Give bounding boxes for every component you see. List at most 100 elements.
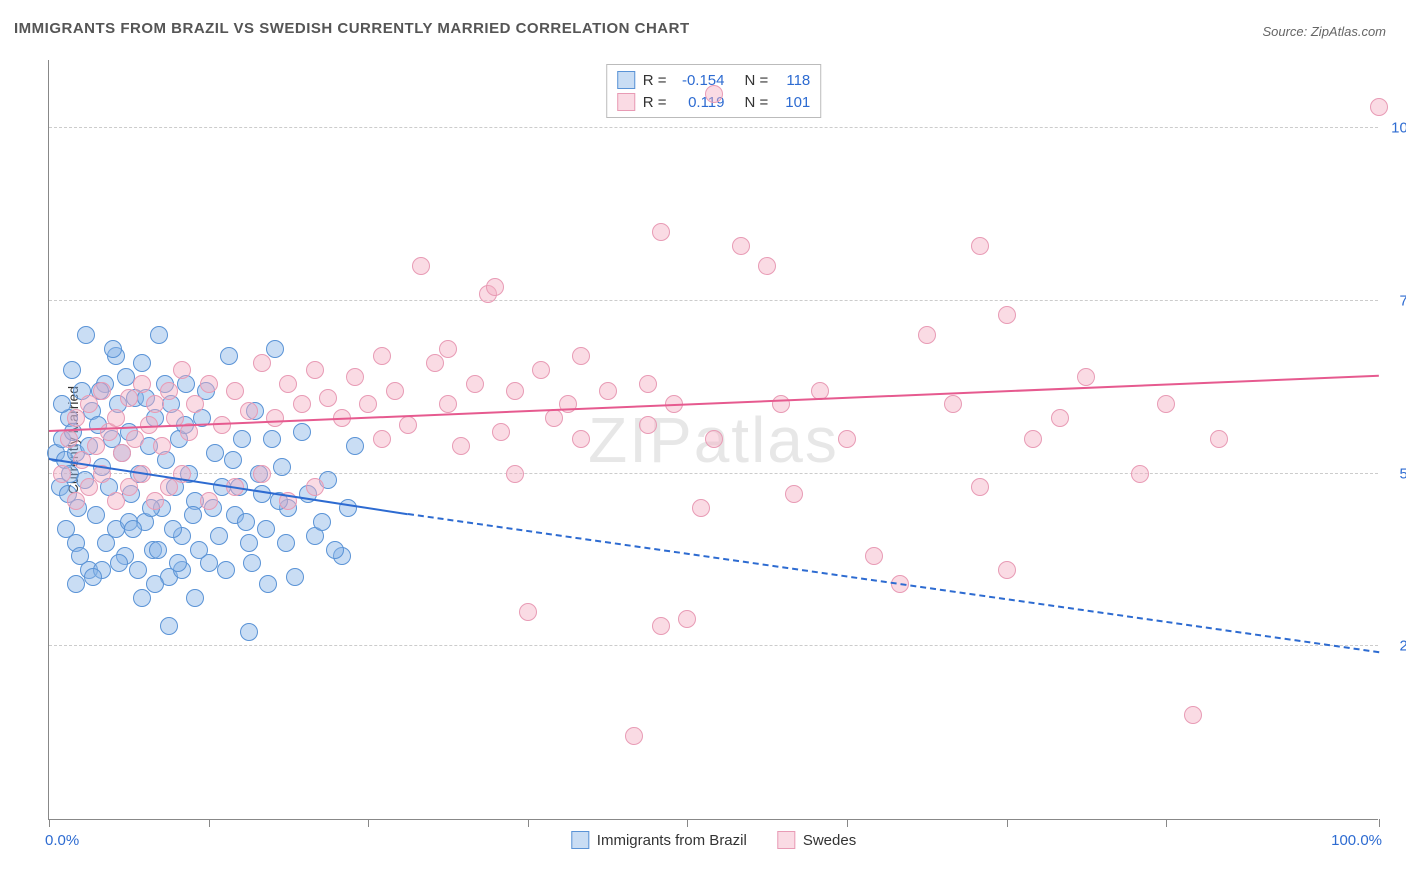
scatter-point — [1370, 98, 1388, 116]
scatter-point — [326, 541, 344, 559]
x-tick — [1166, 819, 1167, 827]
legend-swatch-icon — [777, 831, 795, 849]
scatter-point — [998, 561, 1016, 579]
scatter-point — [173, 361, 191, 379]
scatter-point — [639, 375, 657, 393]
legend-item: Swedes — [777, 831, 856, 849]
scatter-point — [263, 430, 281, 448]
scatter-point — [220, 347, 238, 365]
scatter-point — [57, 520, 75, 538]
scatter-point — [286, 568, 304, 586]
x-tick — [368, 819, 369, 827]
scatter-point — [120, 389, 138, 407]
chart-title: IMMIGRANTS FROM BRAZIL VS SWEDISH CURREN… — [14, 20, 690, 37]
scatter-point — [1210, 430, 1228, 448]
scatter-point — [87, 437, 105, 455]
scatter-point — [692, 499, 710, 517]
scatter-point — [97, 534, 115, 552]
scatter-point — [253, 354, 271, 372]
scatter-point — [93, 382, 111, 400]
plot-area: Currently Married ZIPatlas 0.0% 100.0% R… — [48, 60, 1378, 820]
scatter-point — [532, 361, 550, 379]
gridline-h — [49, 127, 1378, 128]
scatter-point — [838, 430, 856, 448]
x-tick — [847, 819, 848, 827]
scatter-point — [133, 375, 151, 393]
scatter-point — [772, 395, 790, 413]
scatter-point — [160, 617, 178, 635]
scatter-point — [217, 561, 235, 579]
scatter-point — [253, 465, 271, 483]
scatter-point — [1157, 395, 1175, 413]
scatter-point — [313, 513, 331, 531]
scatter-point — [346, 368, 364, 386]
scatter-point — [386, 382, 404, 400]
scatter-point — [273, 458, 291, 476]
x-tick — [687, 819, 688, 827]
scatter-point — [226, 382, 244, 400]
y-tick-label: 25.0% — [1399, 638, 1406, 655]
scatter-point — [80, 395, 98, 413]
scatter-point — [133, 354, 151, 372]
scatter-point — [678, 610, 696, 628]
scatter-point — [971, 478, 989, 496]
scatter-point — [63, 361, 81, 379]
scatter-point — [452, 437, 470, 455]
scatter-point — [133, 589, 151, 607]
scatter-point — [1131, 465, 1149, 483]
scatter-point — [160, 382, 178, 400]
scatter-point — [625, 727, 643, 745]
x-axis-min-label: 0.0% — [45, 832, 79, 849]
scatter-point — [107, 492, 125, 510]
scatter-point — [293, 395, 311, 413]
scatter-point — [240, 534, 258, 552]
scatter-point — [233, 430, 251, 448]
scatter-point — [149, 541, 167, 559]
scatter-point — [506, 382, 524, 400]
scatter-point — [971, 237, 989, 255]
r-label: R = — [643, 72, 667, 89]
scatter-point — [439, 395, 457, 413]
scatter-point — [652, 223, 670, 241]
scatter-point — [200, 375, 218, 393]
scatter-point — [184, 506, 202, 524]
scatter-point — [200, 492, 218, 510]
scatter-point — [466, 375, 484, 393]
scatter-point — [146, 492, 164, 510]
n-label: N = — [745, 94, 769, 111]
scatter-point — [599, 382, 617, 400]
y-tick-label: 50.0% — [1399, 465, 1406, 482]
scatter-point — [785, 485, 803, 503]
chart-container: IMMIGRANTS FROM BRAZIL VS SWEDISH CURREN… — [0, 0, 1406, 892]
scatter-point — [67, 575, 85, 593]
scatter-point — [213, 416, 231, 434]
scatter-point — [319, 389, 337, 407]
scatter-point — [545, 409, 563, 427]
scatter-point — [486, 278, 504, 296]
x-axis-max-label: 100.0% — [1331, 832, 1382, 849]
scatter-point — [259, 575, 277, 593]
scatter-point — [146, 395, 164, 413]
scatter-point — [67, 492, 85, 510]
scatter-point — [572, 430, 590, 448]
y-tick-label: 100.0% — [1391, 120, 1406, 137]
scatter-point — [237, 513, 255, 531]
scatter-point — [652, 617, 670, 635]
scatter-point — [224, 451, 242, 469]
scatter-point — [426, 354, 444, 372]
scatter-point — [346, 437, 364, 455]
legend-swatch-icon — [617, 71, 635, 89]
scatter-point — [77, 326, 95, 344]
scatter-point — [120, 478, 138, 496]
scatter-point — [373, 430, 391, 448]
scatter-point — [53, 465, 71, 483]
legend-swatch-icon — [571, 831, 589, 849]
scatter-point — [758, 257, 776, 275]
scatter-point — [190, 541, 208, 559]
legend-item: Immigrants from Brazil — [571, 831, 747, 849]
x-tick — [49, 819, 50, 827]
scatter-point — [519, 603, 537, 621]
gridline-h — [49, 645, 1378, 646]
scatter-point — [944, 395, 962, 413]
series-legend: Immigrants from Brazil Swedes — [571, 831, 856, 849]
